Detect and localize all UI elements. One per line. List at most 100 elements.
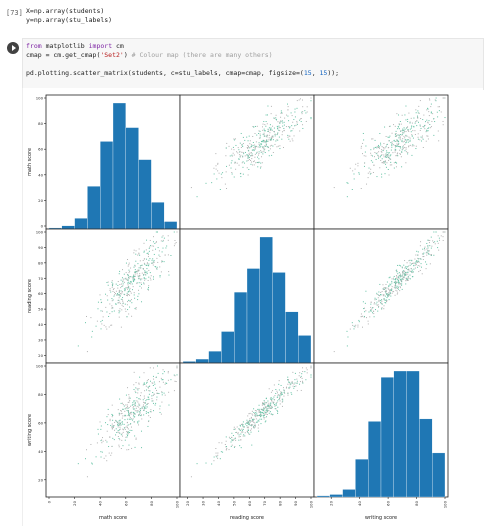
scatter-point (399, 139, 401, 141)
scatter-point (143, 401, 145, 403)
scatter-point (121, 285, 123, 287)
scatter-point (376, 145, 378, 147)
scatter-point (435, 100, 437, 102)
scatter-point (276, 392, 278, 394)
scatter-point (420, 127, 422, 129)
scatter-point (251, 413, 253, 415)
scatter-point (141, 287, 143, 289)
scatter-point (254, 422, 256, 424)
scatter-point (266, 139, 268, 141)
scatter-point (247, 155, 249, 157)
scatter-point (264, 145, 266, 147)
scatter-point (243, 426, 245, 428)
scatter-point (125, 426, 127, 428)
scatter-point (146, 382, 148, 384)
scatter-point (289, 135, 291, 137)
scatter-point (239, 151, 241, 153)
scatter-point (380, 300, 382, 302)
scatter-point (247, 147, 249, 149)
subplot-frame (179, 94, 315, 230)
scatter-point (244, 432, 246, 434)
scatter-point (427, 122, 429, 124)
scatter-point (381, 151, 383, 153)
scatter-point (417, 138, 419, 140)
scatter-point (257, 427, 259, 429)
scatter-point (404, 140, 406, 142)
scatter-point (421, 135, 423, 137)
scatter-point (254, 156, 256, 158)
scatter-point (397, 292, 399, 294)
scatter-point (439, 106, 441, 108)
code-cell-2[interactable] (22, 38, 484, 90)
scatter-point (148, 250, 150, 252)
scatter-point (160, 413, 162, 415)
scatter-point (268, 129, 270, 131)
scatter-point (163, 392, 165, 394)
scatter-point (396, 279, 398, 281)
scatter-point (128, 282, 130, 284)
scatter-point (273, 127, 275, 129)
scatter-point (442, 120, 444, 122)
scatter-point (352, 170, 354, 172)
scatter-point (127, 401, 129, 403)
scatter-point (440, 111, 442, 113)
scatter-point (250, 428, 252, 430)
scatter-point (158, 381, 160, 383)
scatter-point (411, 154, 413, 156)
y-axis-label: reading score (27, 279, 33, 313)
scatter-point (162, 381, 164, 383)
scatter-point (387, 168, 389, 170)
scatter-point (300, 117, 302, 119)
scatter-point (128, 412, 130, 414)
scatter-point (396, 113, 398, 115)
scatter-point (155, 402, 157, 404)
scatter-point (167, 379, 169, 381)
histogram-bar (234, 291, 248, 364)
code-editor-2[interactable]: from matplotlib import cm cmap = cm.get_… (26, 42, 339, 78)
scatter-point (242, 151, 244, 153)
scatter-point (131, 315, 133, 317)
scatter-point (261, 404, 263, 406)
scatter-point (367, 323, 369, 325)
scatter-point (394, 287, 396, 289)
scatter-point (426, 130, 428, 132)
scatter-point (296, 107, 298, 109)
scatter-point (302, 111, 304, 113)
scatter-point (279, 148, 281, 150)
scatter-point (217, 163, 219, 165)
scatter-point (239, 424, 241, 426)
scatter-point (259, 135, 261, 137)
scatter-point (395, 282, 397, 284)
scatter-point (296, 120, 298, 122)
scatter-point (422, 119, 424, 121)
scatter-point (254, 415, 256, 417)
scatter-point (407, 153, 409, 155)
scatter-point (263, 415, 265, 417)
scatter-point (105, 326, 107, 328)
scatter-point (376, 304, 378, 306)
scatter-point (170, 254, 172, 256)
code-cell-1[interactable]: [73] X=np.array(students) y=np.array(stu… (0, 0, 484, 34)
scatter-point (276, 390, 278, 392)
scatter-point (271, 406, 273, 408)
scatter-point (136, 273, 138, 275)
scatter-point (152, 262, 154, 264)
scatter-point (427, 245, 429, 247)
scatter-point (411, 122, 413, 124)
scatter-point (152, 375, 154, 377)
scatter-point (146, 403, 148, 405)
scatter-point (126, 433, 128, 435)
run-cell-button[interactable] (7, 42, 19, 54)
scatter-point (281, 134, 283, 136)
code-editor-1[interactable]: X=np.array(students) y=np.array(stu_labe… (26, 7, 112, 25)
scatter-point (440, 235, 442, 237)
scatter-point (373, 164, 375, 166)
scatter-point (231, 439, 233, 441)
scatter-point (230, 445, 232, 447)
scatter-point (141, 430, 143, 432)
scatter-point (389, 155, 391, 157)
scatter-point (147, 387, 149, 389)
histogram-bar (380, 377, 394, 498)
scatter-point (156, 241, 158, 243)
scatter-point (139, 254, 141, 256)
